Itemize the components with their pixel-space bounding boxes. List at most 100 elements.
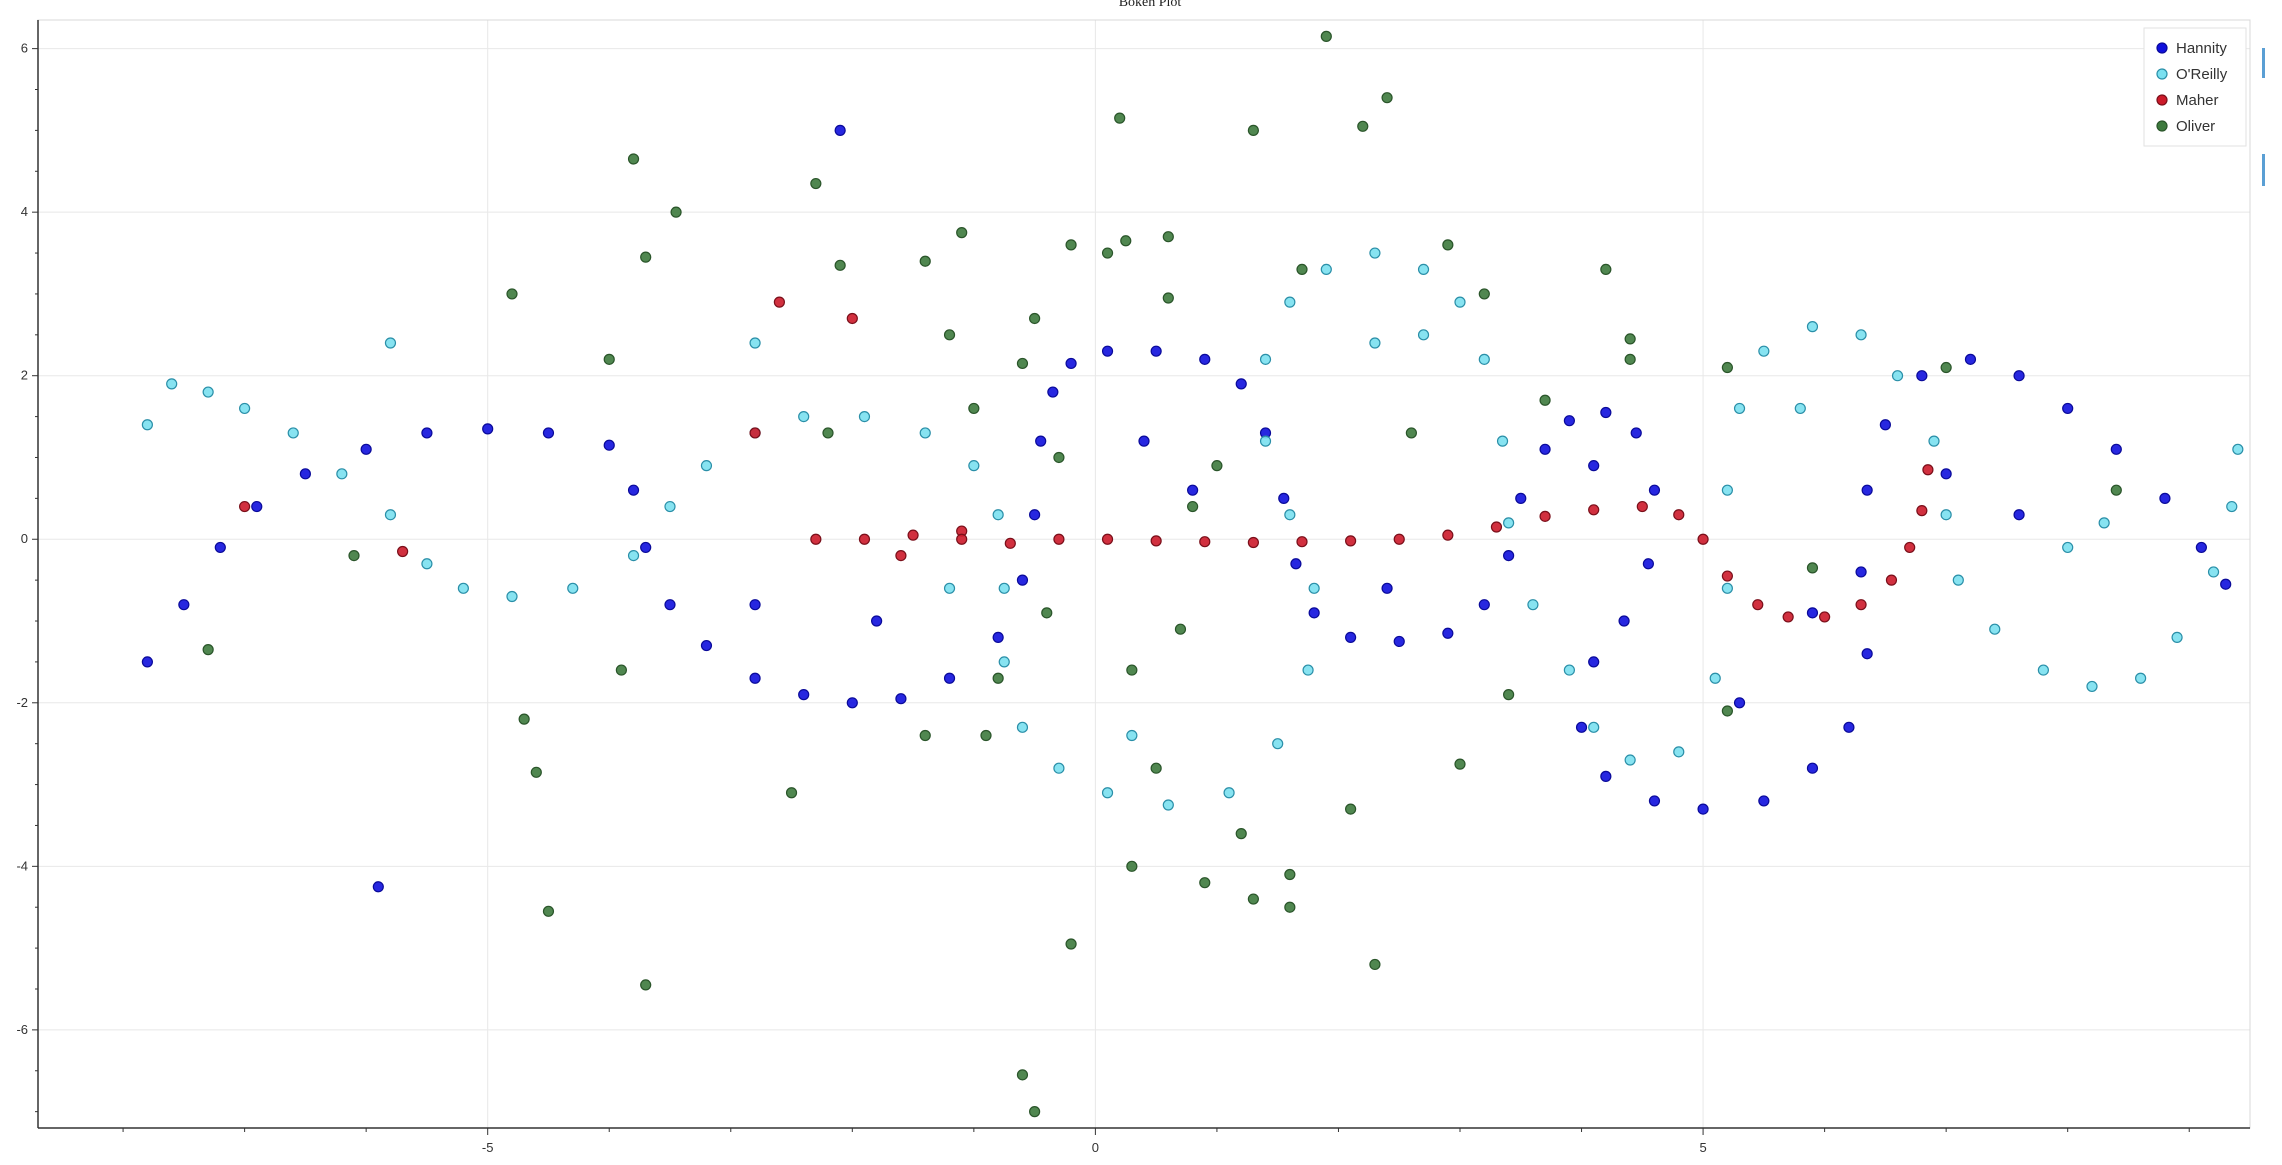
data-point (1630, 427, 1642, 439)
data-point (1126, 860, 1138, 872)
data-point (627, 153, 640, 165)
data-point (858, 410, 871, 423)
series-oliver (202, 30, 2122, 1118)
legend-marker (2156, 68, 2168, 80)
data-point (2207, 566, 2220, 578)
data-point (1126, 664, 1138, 676)
y-tick-label: -4 (16, 858, 28, 873)
data-point (1709, 672, 1721, 684)
data-point (919, 427, 931, 439)
data-point (1199, 353, 1211, 365)
data-point (1369, 247, 1381, 259)
data-point (421, 427, 433, 439)
data-point (1442, 239, 1454, 251)
data-point (1904, 541, 1916, 554)
data-point (2110, 443, 2122, 455)
data-point (1624, 333, 1636, 345)
data-point (1782, 611, 1794, 623)
data-point (1235, 378, 1247, 390)
data-point (968, 460, 980, 472)
data-point (1296, 263, 1308, 276)
data-point (895, 550, 907, 562)
data-point (1259, 353, 1272, 365)
y-tick-label: -2 (16, 695, 28, 710)
legend-label[interactable]: Maher (2176, 92, 2219, 109)
data-point (1345, 803, 1357, 815)
data-point (773, 296, 785, 308)
data-point (1503, 550, 1515, 562)
data-point (1345, 631, 1357, 643)
data-point (822, 427, 834, 439)
data-point (1588, 721, 1600, 733)
data-point (530, 766, 542, 778)
series-hannity (141, 124, 2232, 893)
data-point (1490, 521, 1503, 533)
data-point (1515, 492, 1527, 504)
legend-label[interactable]: Hannity (2176, 40, 2227, 57)
legend[interactable]: Hannity O'Reilly Maher Oliver (2143, 27, 2247, 147)
data-point (1794, 402, 1806, 415)
legend-label[interactable]: O'Reilly (2176, 66, 2228, 83)
data-point (360, 443, 372, 455)
legend-label[interactable]: Oliver (2176, 118, 2215, 135)
data-point (810, 177, 822, 190)
data-point (834, 259, 846, 271)
data-point (1162, 292, 1174, 304)
data-point (1819, 611, 1831, 623)
data-point (1053, 451, 1065, 464)
data-point (798, 410, 810, 423)
data-point (1673, 509, 1685, 521)
data-point (834, 124, 846, 136)
data-point (1417, 263, 1430, 276)
plot-frame (37, 19, 2251, 1129)
data-point (542, 427, 555, 439)
data-point (1290, 558, 1302, 570)
data-point (1636, 500, 1648, 513)
data-point (1575, 721, 1588, 733)
data-point (1952, 574, 1964, 586)
data-point (1758, 345, 1770, 357)
data-point (1211, 460, 1223, 472)
data-point (1199, 536, 1211, 548)
data-point (1223, 787, 1235, 799)
data-point (1940, 509, 1952, 521)
data-point (1940, 468, 1952, 480)
data-point (1016, 721, 1029, 733)
data-point (1393, 533, 1405, 545)
toolbar-scroll-indicator[interactable] (2262, 154, 2265, 186)
legend-marker (2156, 94, 2168, 106)
data-point (1029, 509, 1041, 521)
data-point (1381, 92, 1393, 104)
data-point (846, 312, 858, 325)
data-point (615, 664, 627, 676)
data-point (640, 541, 652, 554)
data-point (956, 227, 968, 239)
data-point (1964, 353, 1977, 365)
data-point (1618, 615, 1630, 627)
data-point (700, 460, 713, 472)
data-point (810, 533, 822, 545)
data-point (1843, 721, 1855, 733)
data-point (2062, 541, 2074, 554)
data-point (1187, 500, 1199, 513)
data-point (421, 558, 433, 570)
data-point (1861, 648, 1873, 660)
data-point (1478, 599, 1490, 611)
data-point (1648, 795, 1661, 807)
data-point (1600, 770, 1612, 782)
data-point (1320, 30, 1332, 42)
data-point (968, 402, 980, 415)
toolbar-pan-indicator[interactable] (2262, 48, 2265, 78)
data-point (1806, 321, 1819, 333)
data-point (2086, 680, 2098, 693)
data-point (1041, 607, 1053, 619)
data-point (1065, 357, 1077, 370)
data-point (992, 509, 1004, 521)
data-point (1101, 247, 1114, 259)
data-point (2135, 672, 2147, 684)
y-tick-label: 2 (21, 368, 28, 383)
grid-lines (38, 20, 2250, 1128)
data-point (1150, 762, 1162, 774)
data-point (603, 353, 615, 365)
data-point (2098, 517, 2110, 529)
